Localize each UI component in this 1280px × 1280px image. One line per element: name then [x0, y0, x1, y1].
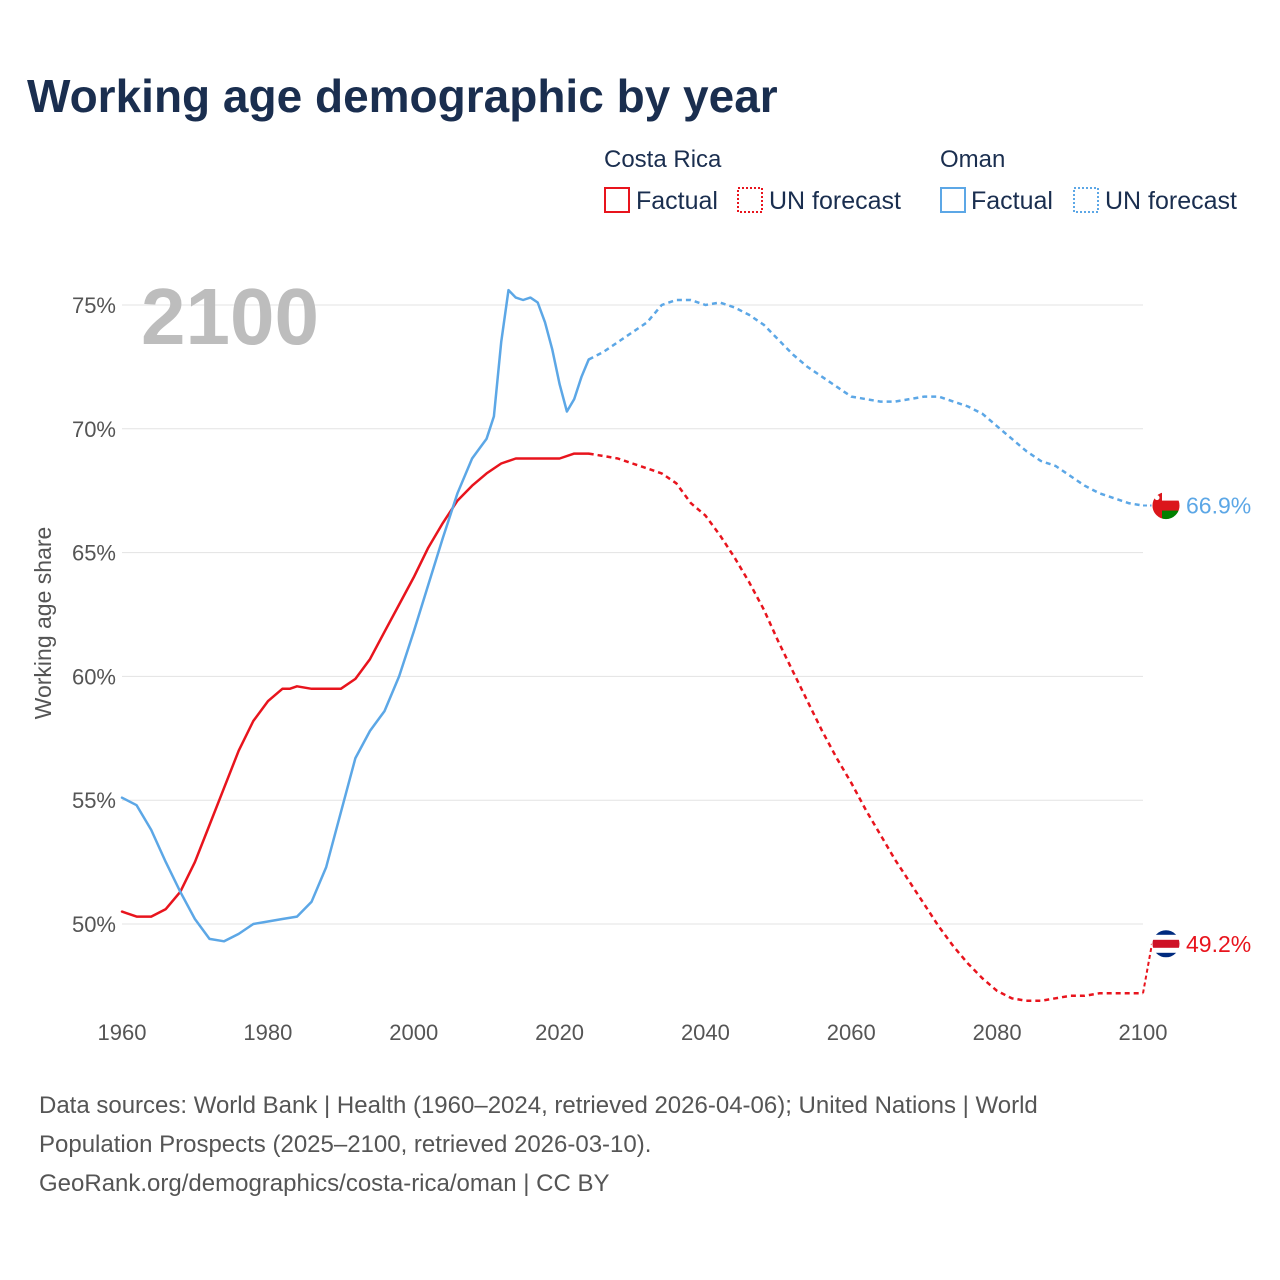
series-line-costa-rica-forecast[interactable] [588, 452, 1143, 1003]
x-tick-label: 1980 [243, 1020, 292, 1045]
x-axis-ticks: 1960 1980 2000 2020 2040 2060 2080 2100 [98, 1020, 1168, 1045]
legend-label-costa-rica-forecast: UN forecast [769, 187, 901, 215]
oman-flag-icon [1151, 491, 1181, 521]
legend-group-oman: Oman [940, 146, 1005, 173]
x-tick-label: 1960 [98, 1020, 147, 1045]
x-tick-label: 2020 [535, 1020, 584, 1045]
legend-group-costa-rica: Costa Rica [604, 146, 722, 173]
y-tick-label: 55% [72, 788, 116, 813]
y-tick-label: 70% [72, 417, 116, 442]
x-tick-label: 2000 [389, 1020, 438, 1045]
y-tick-label: 65% [72, 541, 116, 566]
legend-label-oman-forecast: UN forecast [1105, 187, 1237, 215]
y-tick-label: 60% [72, 664, 116, 689]
legend-swatch-oman-forecast[interactable] [1073, 187, 1099, 213]
x-tick-label: 2100 [1119, 1020, 1168, 1045]
legend-swatch-costa-rica-factual[interactable] [604, 187, 630, 213]
legend-swatch-costa-rica-forecast[interactable] [737, 187, 763, 213]
source-line-3[interactable]: GeoRank.org/demographics/costa-rica/oman… [39, 1170, 609, 1197]
source-line-1: Data sources: World Bank | Health (1960–… [39, 1092, 1038, 1119]
legend-swatch-oman-factual[interactable] [940, 187, 966, 213]
x-tick-label: 2040 [681, 1020, 730, 1045]
x-tick-label: 2080 [973, 1020, 1022, 1045]
y-tick-label: 50% [72, 912, 116, 937]
chart-title: Working age demographic by year [27, 70, 778, 122]
series-line-costa-rica-factual[interactable] [120, 452, 590, 918]
end-value-label-costa-rica: 49.2% [1186, 931, 1251, 957]
legend-label-oman-factual: Factual [971, 187, 1053, 215]
y-tick-label: 75% [72, 293, 116, 318]
costa-rica-flag-icon [1151, 929, 1181, 959]
series-lines [120, 288, 1153, 1003]
series-line-oman-factual[interactable] [120, 288, 590, 943]
series-line-oman-forecast[interactable] [588, 298, 1144, 507]
end-connector-costa-rica [1142, 943, 1153, 994]
y-axis-label: Working age share [30, 527, 56, 720]
source-line-2: Population Prospects (2025–2100, retriev… [39, 1131, 651, 1158]
legend-label-costa-rica-factual: Factual [636, 187, 718, 215]
source-note: Data sources: World Bank | Health (1960–… [39, 1092, 1038, 1197]
x-tick-label: 2060 [827, 1020, 876, 1045]
legend: Costa Rica Factual UN forecast Oman Fact… [604, 146, 1237, 215]
end-value-label-oman: 66.9% [1186, 493, 1251, 519]
gridlines [122, 304, 1143, 925]
year-watermark: 2100 [141, 272, 319, 361]
y-axis-ticks: 50% 55% 60% 65% 70% 75% [72, 293, 116, 937]
